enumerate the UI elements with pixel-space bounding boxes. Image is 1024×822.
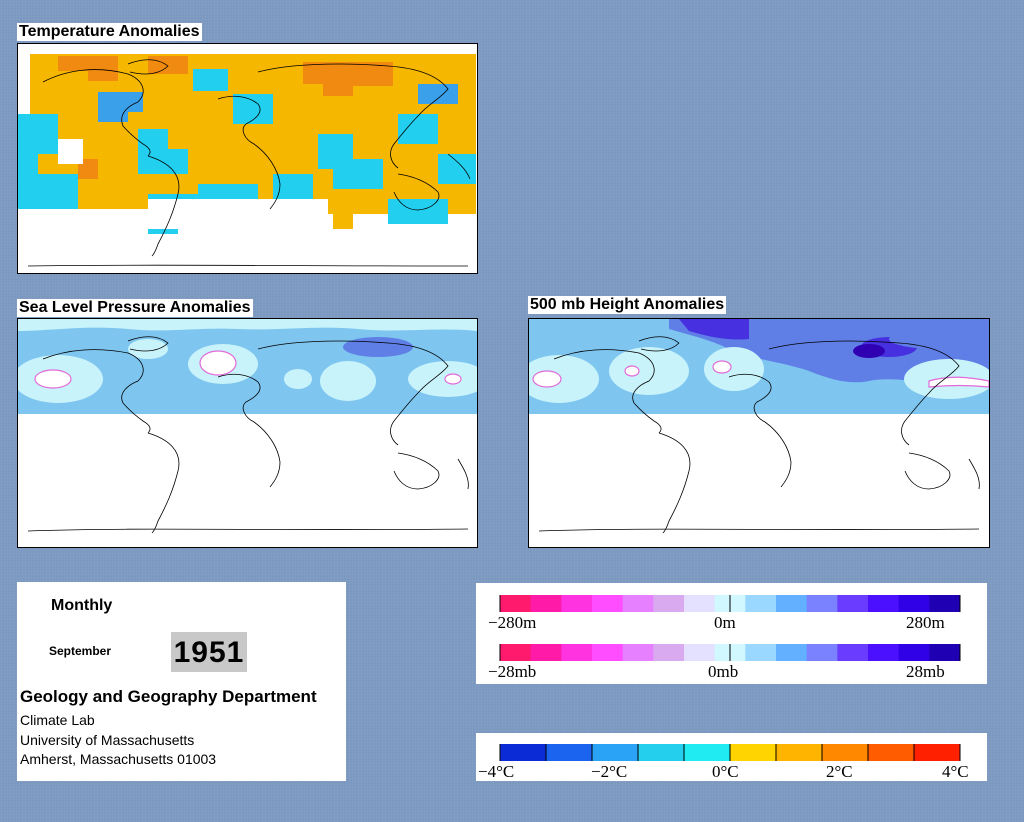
cool-patch — [18, 114, 58, 184]
temperature-legend-swatch — [776, 744, 823, 761]
cool-patch — [98, 92, 143, 122]
low-pressure-region — [343, 337, 413, 357]
temp-legend-plus2: 2°C — [826, 762, 853, 781]
pressure-legend-swatch — [837, 644, 869, 661]
temperature-legend-swatch — [822, 744, 869, 761]
height-legend-swatch — [868, 595, 900, 612]
pressure-legend-max: 28mb — [906, 662, 945, 681]
height-legend-swatch — [561, 595, 593, 612]
pressure-legend-swatch — [561, 644, 593, 661]
coastlines — [538, 336, 980, 534]
height-legend-swatch — [592, 595, 624, 612]
pressure-legend-swatch — [684, 644, 716, 661]
slp-map-title: Sea Level Pressure Anomalies — [17, 299, 253, 317]
height500-map-title: 500 mb Height Anomalies — [528, 296, 727, 314]
temperature-legend-swatch — [500, 744, 547, 761]
pressure-legend-swatch — [530, 644, 562, 661]
high-pressure-contour — [34, 369, 72, 389]
pressure-legend-swatch — [806, 644, 838, 661]
height-legend-max: 280m — [906, 613, 945, 632]
month-label: September — [49, 644, 112, 658]
pressure-legend-swatch — [745, 644, 777, 661]
warm-patch — [58, 56, 118, 81]
temperature-legend-swatch — [592, 744, 639, 761]
pressure-legend-min: −28mb — [488, 662, 536, 681]
slp-map-canvas — [18, 319, 477, 534]
temperature-legend-swatch — [730, 744, 777, 761]
positive-anomaly-region — [529, 355, 599, 403]
coastlines — [27, 336, 469, 534]
info-panel: Monthly September 1951 Geology and Geogr… — [17, 582, 346, 781]
pressure-legend-swatch — [500, 644, 532, 661]
temp-legend-minus2: −2°C — [591, 762, 627, 781]
university-name: University of Massachusetts — [20, 732, 195, 748]
pressure-legend-swatch — [622, 644, 654, 661]
department-name: Geology and Geography Department — [20, 687, 317, 706]
temperature-legend-swatch — [868, 744, 915, 761]
temperature-map-canvas — [18, 44, 477, 273]
temperature-legend-swatch — [546, 744, 593, 761]
height500-anomaly-map — [528, 318, 990, 548]
temperature-legend-swatch — [914, 744, 961, 761]
temp-legend-minus4: −4°C — [478, 762, 514, 781]
height-legend-swatch — [837, 595, 869, 612]
height-legend-swatch — [530, 595, 562, 612]
year-display: 1951 — [171, 632, 247, 672]
height-legend-swatch — [806, 595, 838, 612]
temp-legend-plus4: 4°C — [942, 762, 969, 781]
pressure-legend-swatch — [592, 644, 624, 661]
height-legend-swatch — [929, 595, 961, 612]
coastlines — [27, 59, 471, 267]
address-line: Amherst, Massachusetts 01003 — [20, 751, 217, 767]
cool-patch — [318, 134, 383, 189]
pressure-legend-swatch — [653, 644, 685, 661]
temperature-anomaly-map — [17, 43, 478, 274]
height-legend-swatch — [684, 595, 716, 612]
height-legend-swatch — [745, 595, 777, 612]
pressure-legend-swatch — [898, 644, 930, 661]
height-legend-swatch — [653, 595, 685, 612]
high-height-contour — [532, 370, 562, 388]
pressure-legend-bar — [499, 644, 961, 661]
height-legend-swatch — [622, 595, 654, 612]
anomaly-legend: −280m 0m 280m −28mb 0mb 28mb — [476, 583, 987, 684]
height-legend-zero: 0m — [714, 613, 736, 632]
lab-name: Climate Lab — [20, 712, 95, 728]
temperature-legend-swatch — [638, 744, 685, 761]
height-legend-swatch — [500, 595, 532, 612]
temperature-legend-bar — [499, 744, 961, 761]
pressure-legend-swatch — [868, 644, 900, 661]
temperature-map-title: Temperature Anomalies — [17, 23, 202, 41]
height-legend-min: −280m — [488, 613, 536, 632]
slp-anomaly-map — [17, 318, 478, 548]
temperature-legend-swatch — [684, 744, 731, 761]
height-legend-swatch — [776, 595, 808, 612]
temp-legend-zero: 0°C — [712, 762, 739, 781]
height-legend-swatch — [898, 595, 930, 612]
temperature-legend: −4°C −2°C 0°C 2°C 4°C — [476, 733, 987, 781]
warm-patch — [303, 62, 393, 96]
high-pressure-contour — [199, 350, 237, 376]
period-label: Monthly — [51, 597, 113, 614]
height-legend-bar — [499, 595, 961, 612]
pressure-legend-swatch — [776, 644, 808, 661]
height500-map-canvas — [529, 319, 989, 534]
pressure-legend-zero: 0mb — [708, 662, 738, 681]
pressure-legend-swatch — [929, 644, 961, 661]
